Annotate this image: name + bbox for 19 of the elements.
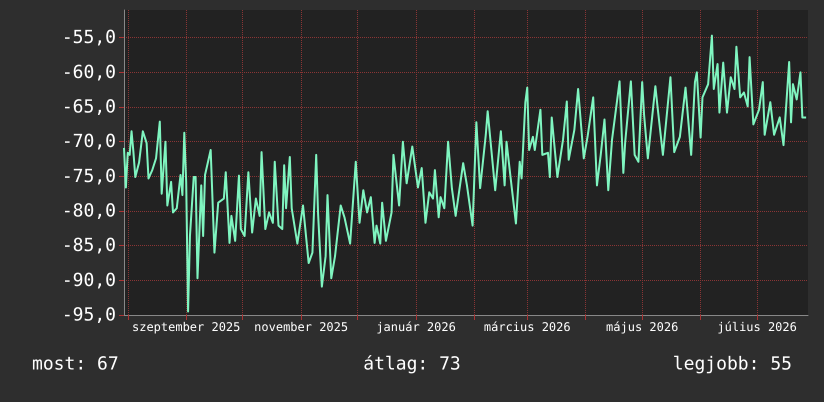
x-tick-label: március 2026 xyxy=(484,320,571,334)
y-tick-label: -60,0 xyxy=(62,62,116,83)
x-tick-label: január 2026 xyxy=(376,320,456,334)
y-tick-label: -55,0 xyxy=(62,27,116,48)
y-tick-label: -85,0 xyxy=(62,235,116,256)
y-tick-label: -65,0 xyxy=(62,96,116,118)
x-tick-label: május 2026 xyxy=(606,320,678,334)
x-tick-label: november 2025 xyxy=(254,320,348,334)
text: most: 67 xyxy=(32,354,119,374)
line-series xyxy=(123,34,808,313)
y-tick-label: -80,0 xyxy=(62,200,116,222)
y-tick-label: -95,0 xyxy=(62,304,116,326)
x-tick-label: szeptember 2025 xyxy=(132,320,240,334)
y-tick-label: -75,0 xyxy=(62,166,116,187)
y-tick-label: -70,0 xyxy=(62,131,116,152)
text: legjobb: 55 xyxy=(672,354,792,374)
y-tick-label: -90,0 xyxy=(62,270,116,291)
x-tick-label: július 2026 xyxy=(717,320,797,334)
text: átlag: 73 xyxy=(363,354,461,374)
